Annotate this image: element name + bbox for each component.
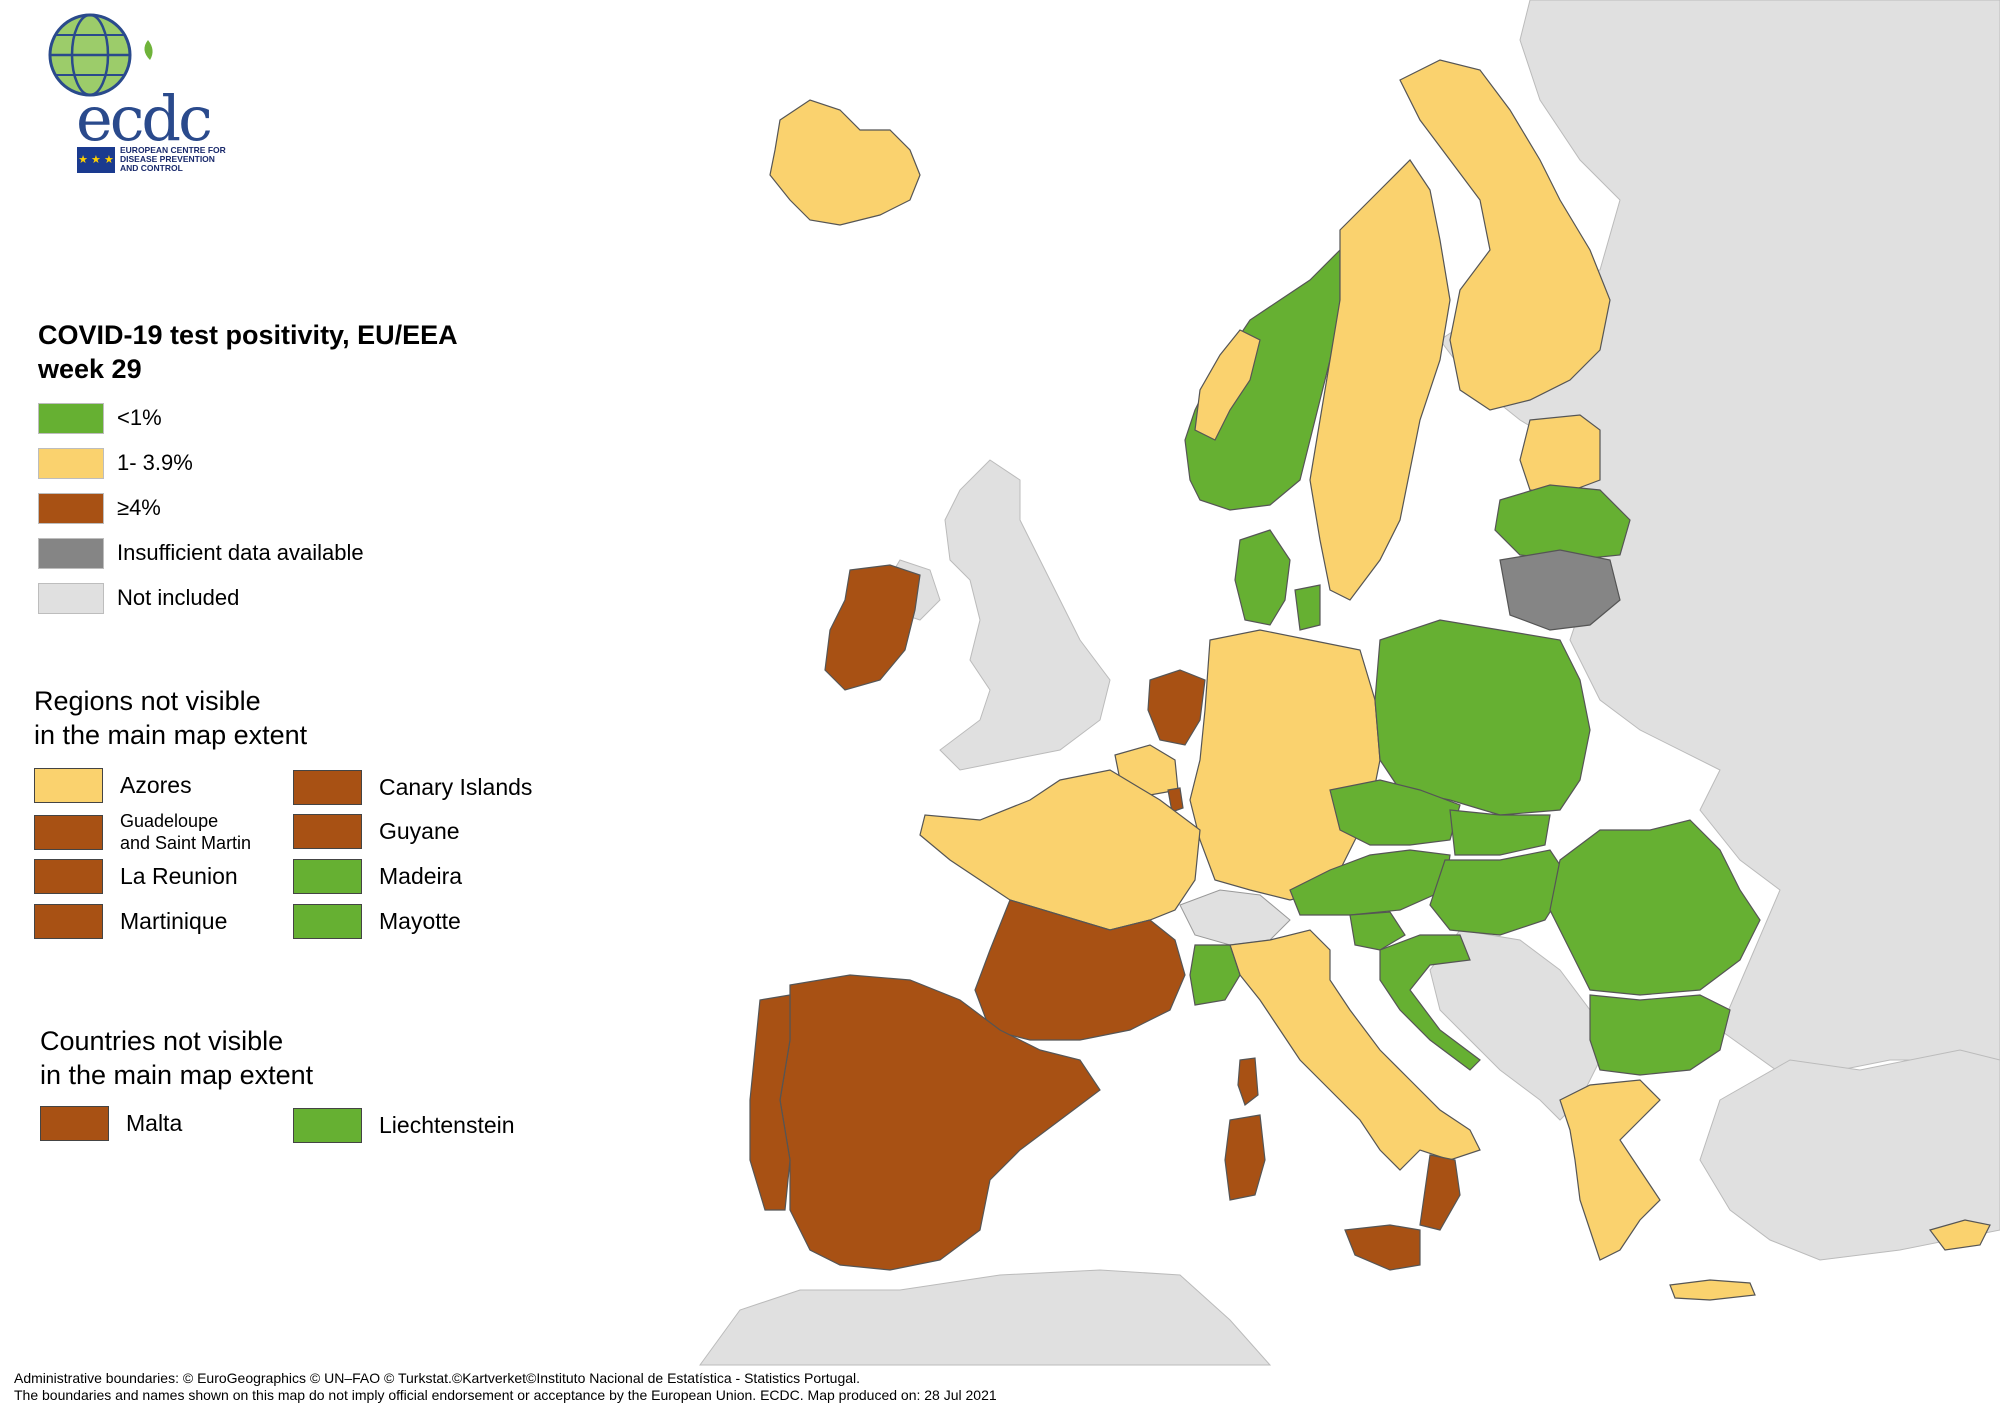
regions-section-title: Regions not visible in the main map exte… [34, 686, 308, 750]
eu-flag-icon: ★ ★ ★ [77, 147, 115, 173]
legend-item: ≥4% [38, 491, 161, 525]
globe-icon [48, 13, 153, 97]
map-area-slovenia [1349, 911, 1406, 951]
region-item: Mayotte [293, 904, 461, 939]
legend-swatch [38, 402, 104, 434]
map-area-ireland [824, 564, 921, 691]
legend-swatch [38, 537, 104, 569]
map-area-bulgaria [1589, 994, 1731, 1076]
region-item: La Reunion [34, 859, 238, 894]
map-area-iceland [769, 99, 921, 226]
region-item: Canary Islands [293, 770, 532, 805]
map-area-united_kingdom [884, 459, 1111, 771]
ecdc-logo-text: ecdc [76, 82, 213, 155]
footer-attribution: Administrative boundaries: © EuroGeograp… [14, 1370, 997, 1403]
map-area-luxembourg [1167, 787, 1184, 813]
map-area-norway [1184, 248, 1341, 511]
legend-item: Not included [38, 581, 239, 615]
ecdc-logo [40, 10, 240, 175]
region-label: Guadeloupe and Saint Martin [120, 811, 252, 853]
map-area-germany [1189, 629, 1381, 901]
country-swatch [40, 1106, 109, 1141]
legend-item: <1% [38, 401, 162, 435]
legend-item: 1- 3.9% [38, 446, 193, 480]
map-area-france_south [974, 899, 1186, 1041]
map-area-denmark [1234, 529, 1321, 631]
region-label: Madeira [379, 863, 463, 889]
region-item: Madeira [293, 859, 462, 894]
region-item: Guadeloupe and Saint Martin [34, 810, 251, 854]
region-label: Azores [120, 772, 192, 798]
map-area-portugal [749, 994, 791, 1211]
region-swatch [293, 814, 362, 849]
map-area-slovakia [1449, 809, 1551, 856]
map-area-spain [779, 974, 1101, 1271]
legend-title: COVID-19 test positivity, EU/EEA week 29 [38, 320, 458, 384]
map-area-finland [1399, 59, 1611, 411]
map-area-croatia [1379, 934, 1481, 1071]
map-area-norway_south_coast [1194, 329, 1261, 441]
region-label: Guyane [379, 818, 460, 844]
region-label: La Reunion [120, 863, 238, 889]
region-label: Martinique [120, 908, 228, 934]
map-area-calabria [1419, 1154, 1461, 1231]
region-swatch [293, 859, 362, 894]
legend-label: <1% [117, 405, 162, 430]
region-swatch [293, 770, 362, 805]
map-area-north_africa [699, 1269, 1272, 1366]
map-area-latvia [1494, 484, 1631, 561]
country-item: Malta [40, 1106, 182, 1141]
map-area-italy_northwest [1189, 944, 1241, 1006]
legend-swatch [38, 492, 104, 524]
legend-label: Not included [117, 585, 240, 610]
country-item: Liechtenstein [293, 1108, 515, 1143]
legend-label: ≥4% [117, 495, 161, 520]
map-area-crete [1669, 1279, 1756, 1301]
country-swatch [293, 1108, 362, 1143]
map-area-czechia [1329, 779, 1461, 846]
region-item: Azores [34, 768, 192, 803]
region-swatch [34, 814, 103, 850]
legend-label: Insufficient data available [117, 540, 364, 565]
map-area-romania [1549, 819, 1761, 996]
region-item: Guyane [293, 814, 460, 849]
map-area-corsica [1237, 1057, 1259, 1106]
map-area-sicily [1344, 1224, 1421, 1271]
region-item: Martinique [34, 904, 227, 939]
country-label: Malta [126, 1110, 183, 1136]
agency-name: EUROPEAN CENTRE FOR DISEASE PREVENTION A… [120, 145, 226, 173]
legend-item: Insufficient data available [38, 536, 364, 570]
countries-section-title: Countries not visible in the main map ex… [40, 1026, 314, 1090]
map-area-hungary [1429, 849, 1571, 936]
map-area-greece [1559, 1079, 1661, 1261]
map-area-sardinia [1224, 1114, 1266, 1201]
map-area-switzerland [1179, 889, 1291, 946]
region-label: Canary Islands [379, 774, 533, 800]
region-label: Mayotte [379, 908, 461, 934]
map-area-italy [1229, 929, 1481, 1171]
region-swatch [34, 859, 103, 894]
region-swatch [34, 904, 103, 939]
map-area-estonia [1519, 414, 1601, 496]
map-area-cyprus [1928, 1219, 1991, 1251]
map-area-poland [1374, 619, 1591, 816]
map-area-sweden [1309, 159, 1451, 601]
map-area-netherlands [1147, 669, 1206, 746]
legend-swatch [38, 447, 104, 479]
region-swatch [293, 904, 362, 939]
map-area-lithuania [1499, 549, 1621, 631]
legend-label: 1- 3.9% [117, 450, 193, 475]
map-area-balkans [1429, 929, 1601, 1121]
country-label: Liechtenstein [379, 1112, 515, 1138]
legend-swatch [38, 582, 104, 614]
region-swatch [34, 768, 103, 803]
